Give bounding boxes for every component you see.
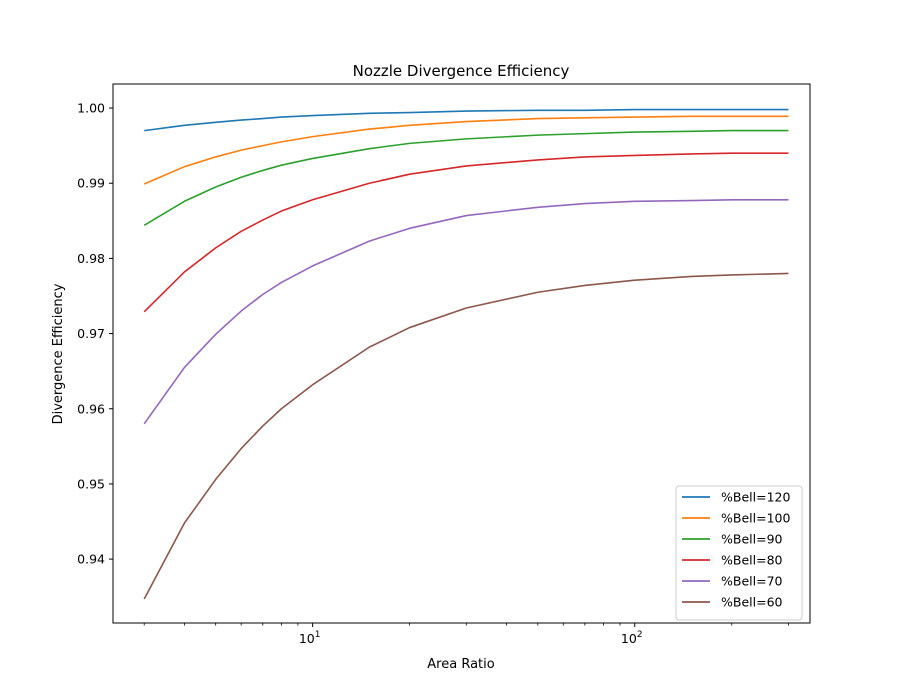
series-line-2 xyxy=(143,129,789,227)
y-tick-label: 0.96 xyxy=(77,401,105,416)
y-tick-label: 0.94 xyxy=(77,552,105,567)
legend-label: %Bell=70 xyxy=(721,574,783,589)
y-tick-label: 0.95 xyxy=(77,476,105,491)
x-tick-label: 101 xyxy=(299,630,321,646)
series-line-0 xyxy=(144,108,789,132)
y-axis-label: Divergence Efficiency xyxy=(51,283,66,424)
legend-label: %Bell=100 xyxy=(721,511,790,526)
legend-label: %Bell=90 xyxy=(721,532,783,547)
y-tick-label: 1.00 xyxy=(77,101,105,116)
y-tick-label: 0.99 xyxy=(77,176,105,191)
x-tick-label: 102 xyxy=(621,630,643,646)
series-line-4 xyxy=(143,198,789,425)
chart-title: Nozzle Divergence Efficiency xyxy=(353,62,570,80)
axes-frame xyxy=(112,83,811,624)
y-tick-label: 0.98 xyxy=(77,251,105,266)
series-line-5 xyxy=(143,272,789,600)
x-axis-label: Area Ratio xyxy=(427,657,494,672)
legend-label: %Bell=60 xyxy=(721,595,783,610)
legend-label: %Bell=120 xyxy=(721,490,790,505)
legend-box xyxy=(675,485,803,621)
y-tick-label: 0.97 xyxy=(77,326,105,341)
legend-label: %Bell=80 xyxy=(721,553,783,568)
plot-area: 0.94 0.95 0.96 0.97 0.98 0.99 1.00 101 102 xyxy=(77,83,811,646)
series-line-3 xyxy=(143,152,789,313)
series-line-1 xyxy=(143,115,789,185)
legend: %Bell=120 %Bell=100 %Bell=90 %Bell=80 %Bell=… xyxy=(675,485,803,621)
